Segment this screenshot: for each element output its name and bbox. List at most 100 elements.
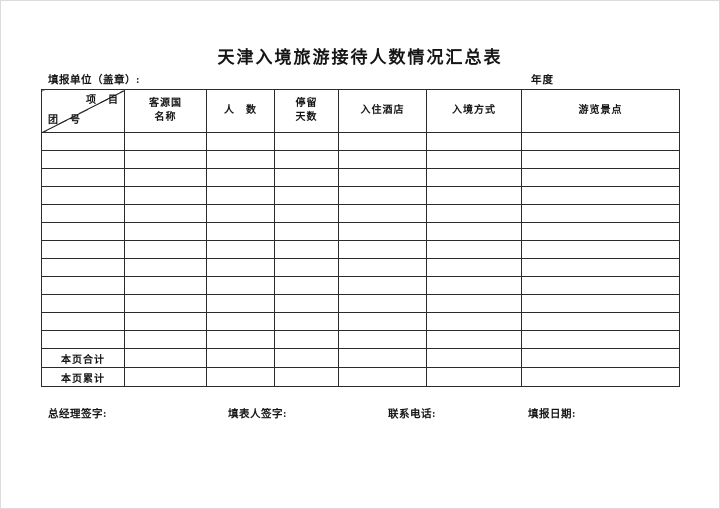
empty-cell xyxy=(41,186,125,205)
empty-cell xyxy=(426,168,522,187)
empty-cell xyxy=(426,150,522,169)
empty-cell xyxy=(521,150,680,169)
col-header-source-country: 客源国 名称 xyxy=(124,89,207,133)
empty-cell xyxy=(426,204,522,223)
diagonal-corner-cell: 项 目 团 号 xyxy=(41,89,125,133)
empty-cell xyxy=(338,276,427,295)
empty-cell xyxy=(274,204,339,223)
empty-cell xyxy=(41,168,125,187)
empty-cell xyxy=(41,222,125,241)
empty-cell xyxy=(206,204,275,223)
empty-cell xyxy=(274,367,339,387)
general-manager-signature-label: 总经理签字: xyxy=(48,409,107,420)
report-date-label: 填报日期: xyxy=(528,409,576,420)
page-cumulative-label: 本页累计 xyxy=(41,367,125,387)
empty-cell xyxy=(206,258,275,277)
empty-cell xyxy=(41,132,125,151)
empty-cell xyxy=(338,294,427,313)
col-header-stay-days: 停留 天数 xyxy=(274,89,339,133)
contact-phone-label: 联系电话: xyxy=(388,409,436,420)
empty-cell xyxy=(521,367,680,387)
empty-cell xyxy=(426,276,522,295)
empty-cell xyxy=(274,186,339,205)
empty-row xyxy=(41,312,680,331)
empty-cell xyxy=(124,222,207,241)
empty-cell xyxy=(338,258,427,277)
summary-table: 项 目 团 号 客源国 名称 人 数 停留 天数 入住酒店 入境方式 游览景点 … xyxy=(41,89,680,387)
empty-row xyxy=(41,186,680,205)
empty-cell xyxy=(124,150,207,169)
empty-cell xyxy=(274,276,339,295)
empty-cell xyxy=(426,294,522,313)
empty-cell xyxy=(124,132,207,151)
empty-cell xyxy=(41,276,125,295)
empty-cell xyxy=(338,132,427,151)
empty-cell xyxy=(338,204,427,223)
col-header-attractions: 游览景点 xyxy=(521,89,680,133)
empty-cell xyxy=(521,186,680,205)
empty-cell xyxy=(426,240,522,259)
empty-cell xyxy=(124,276,207,295)
empty-cell xyxy=(274,294,339,313)
empty-cell xyxy=(206,276,275,295)
empty-cell xyxy=(426,222,522,241)
table-body xyxy=(41,132,680,349)
empty-row xyxy=(41,222,680,241)
empty-row xyxy=(41,240,680,259)
table-header: 项 目 团 号 客源国 名称 人 数 停留 天数 入住酒店 入境方式 游览景点 xyxy=(41,89,680,133)
empty-cell xyxy=(124,312,207,331)
empty-cell xyxy=(206,240,275,259)
empty-cell xyxy=(206,294,275,313)
page-cumulative-row: 本页累计 xyxy=(41,367,680,387)
empty-cell xyxy=(338,168,427,187)
empty-cell xyxy=(338,240,427,259)
empty-cell xyxy=(274,330,339,349)
empty-row xyxy=(41,204,680,223)
form-filler-signature-label: 填表人签字: xyxy=(228,409,287,420)
empty-cell xyxy=(521,312,680,331)
empty-cell xyxy=(124,168,207,187)
empty-cell xyxy=(274,222,339,241)
empty-row xyxy=(41,258,680,277)
page-title: 天津入境旅游接待人数情况汇总表 xyxy=(217,48,503,67)
empty-cell xyxy=(426,330,522,349)
col-header-people-count: 人 数 xyxy=(206,89,275,133)
page-total-label: 本页合计 xyxy=(41,348,125,368)
empty-cell xyxy=(426,367,522,387)
empty-cell xyxy=(124,186,207,205)
empty-cell xyxy=(206,150,275,169)
empty-cell xyxy=(206,186,275,205)
empty-cell xyxy=(426,258,522,277)
empty-cell xyxy=(338,150,427,169)
empty-cell xyxy=(274,312,339,331)
empty-cell xyxy=(274,150,339,169)
empty-cell xyxy=(521,294,680,313)
empty-cell xyxy=(521,132,680,151)
empty-cell xyxy=(338,367,427,387)
empty-row xyxy=(41,168,680,187)
empty-cell xyxy=(338,330,427,349)
corner-item-label: 项 目 xyxy=(86,95,119,106)
empty-cell xyxy=(274,132,339,151)
empty-cell xyxy=(206,330,275,349)
empty-row xyxy=(41,150,680,169)
empty-cell xyxy=(124,258,207,277)
empty-cell xyxy=(521,330,680,349)
empty-cell xyxy=(426,312,522,331)
empty-cell xyxy=(521,168,680,187)
empty-cell xyxy=(41,204,125,223)
empty-cell xyxy=(426,348,522,368)
empty-cell xyxy=(41,330,125,349)
table-summary: 本页合计 本页累计 xyxy=(41,348,680,387)
empty-cell xyxy=(521,276,680,295)
empty-cell xyxy=(521,204,680,223)
empty-cell xyxy=(41,258,125,277)
empty-cell xyxy=(274,168,339,187)
empty-cell xyxy=(338,348,427,368)
col-header-hotel: 入住酒店 xyxy=(338,89,427,133)
empty-cell xyxy=(521,258,680,277)
empty-cell xyxy=(206,132,275,151)
empty-cell xyxy=(426,132,522,151)
empty-cell xyxy=(274,348,339,368)
